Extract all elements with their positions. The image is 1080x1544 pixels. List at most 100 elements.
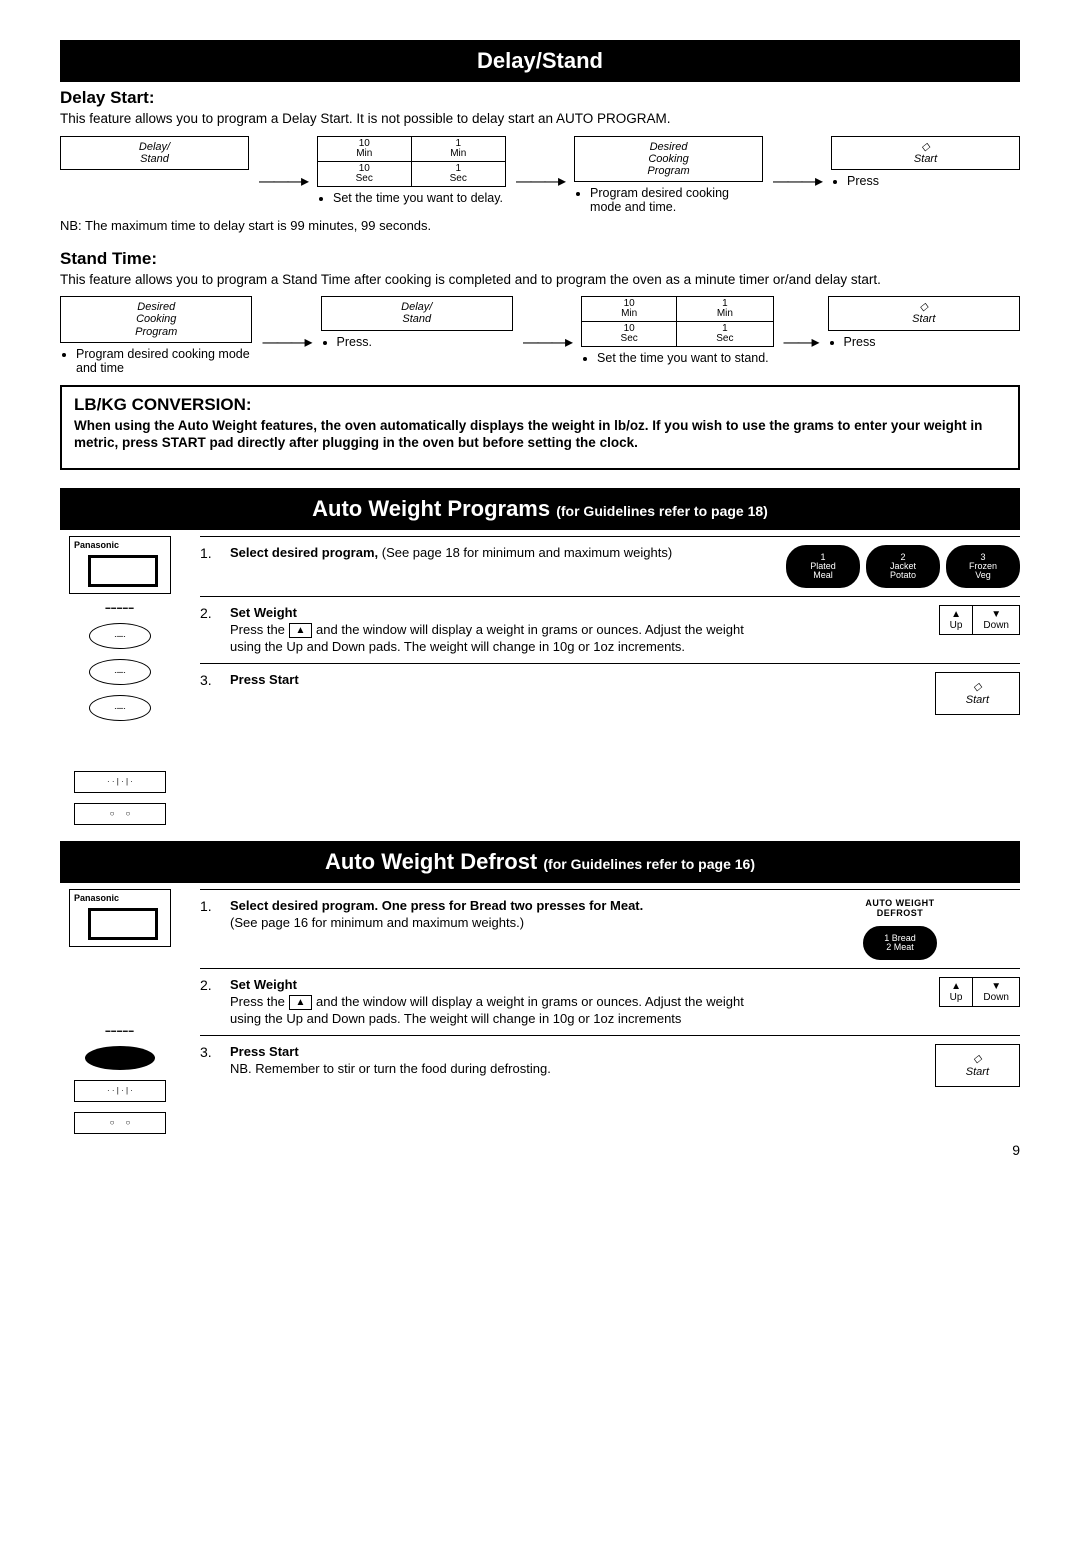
down-pad[interactable]: ▼ Down — [973, 978, 1019, 1006]
arrow-icon: ———▸ — [259, 159, 307, 191]
step3-title: Press Start — [230, 672, 299, 687]
step-number: 2. — [200, 977, 218, 993]
program-pill-jacket-potato[interactable]: 2 Jacket Potato — [866, 545, 940, 588]
step2-title: Set Weight — [230, 605, 297, 620]
start-button[interactable]: ◇Start — [831, 136, 1020, 170]
up-inline-icon: ▲ — [289, 623, 313, 638]
band-awp: Auto Weight Programs (for Guidelines ref… — [60, 488, 1020, 530]
step1-title: Select desired program, — [230, 545, 378, 560]
oval-button-icon: ·─· — [89, 695, 151, 721]
step-number: 2. — [200, 605, 218, 621]
page-number: 9 — [60, 1142, 1020, 1158]
oven-panel-illustration: Panasonic ━━━━━ · · | · | · ○ ○ — [60, 889, 180, 1134]
arrow-icon: ———▸ — [262, 320, 310, 352]
caption-press: Press. — [321, 335, 513, 349]
panel-display: Panasonic — [69, 536, 171, 594]
down-pad[interactable]: ▼ Down — [973, 606, 1019, 634]
program-pill-frozen-veg[interactable]: 3 Frozen Veg — [946, 545, 1020, 588]
caption-press: Press — [831, 174, 1020, 188]
lbkg-box: LB/KG CONVERSION: When using the Auto We… — [60, 385, 1020, 470]
awd-section: Panasonic ━━━━━ · · | · | · ○ ○ 1. Selec… — [60, 889, 1020, 1134]
caption-set-time: Set the time you want to stand. — [581, 351, 773, 365]
oval-button-icon: ·─· — [89, 623, 151, 649]
time-1min[interactable]: 1 Min — [412, 137, 506, 162]
start-button[interactable]: ◇ Start — [935, 672, 1020, 714]
up-down-pad[interactable]: ▲ Up ▼ Down — [939, 605, 1020, 635]
stand-time-text: This feature allows you to program a Sta… — [60, 271, 1020, 289]
mini-box-icon: ○ ○ — [74, 803, 166, 825]
program-pill-plated-meal[interactable]: 1 Plated Meal — [786, 545, 860, 588]
step1-title: Select desired program. One press for Br… — [230, 898, 643, 913]
time-1min[interactable]: 1 Min — [677, 297, 772, 322]
caption-set-time: Set the time you want to delay. — [317, 191, 506, 205]
band-awd: Auto Weight Defrost (for Guidelines refe… — [60, 841, 1020, 883]
step3-nb: NB. Remember to stir or turn the food du… — [230, 1061, 551, 1076]
delay-start-flow: Delay/ Stand ———▸ 10 Min 1 Min 10 Sec 1 … — [60, 136, 1020, 214]
delay-stand-button[interactable]: Delay/ Stand — [321, 296, 513, 330]
mini-box-icon: · · | · | · — [74, 1080, 166, 1102]
band-delay-stand: Delay/Stand — [60, 40, 1020, 82]
screen-icon — [88, 908, 158, 940]
stand-time-title: Stand Time: — [60, 249, 1020, 269]
divider-text: ━━━━━ — [105, 1027, 134, 1036]
oval-button-icon: ·─· — [89, 659, 151, 685]
step-number: 3. — [200, 672, 218, 688]
up-pad[interactable]: ▲ Up — [940, 978, 974, 1006]
lbkg-text: When using the Auto Weight features, the… — [74, 417, 1006, 452]
step2-text-a: Press the — [230, 622, 289, 637]
time-1sec[interactable]: 1 Sec — [677, 322, 772, 346]
caption-program: Program desired cooking mode and time. — [574, 186, 763, 214]
start-button[interactable]: ◇ Start — [935, 1044, 1020, 1086]
time-10min[interactable]: 10 Min — [582, 297, 677, 322]
mini-box-icon: ○ ○ — [74, 1112, 166, 1134]
desired-program-box: Desired Cooking Program — [574, 136, 763, 182]
time-10sec[interactable]: 10 Sec — [582, 322, 677, 346]
divider-text: ━━━━━ — [105, 604, 134, 613]
screen-icon — [88, 555, 158, 587]
time-1sec[interactable]: 1 Sec — [412, 162, 506, 186]
desired-program-box: Desired Cooking Program — [60, 296, 252, 342]
delay-note: NB: The maximum time to delay start is 9… — [60, 218, 1020, 233]
time-pad[interactable]: 10 Min 1 Min 10 Sec 1 Sec — [581, 296, 773, 347]
awp-step-3: 3. Press Start ◇ Start — [200, 663, 1020, 722]
up-down-pad[interactable]: ▲ Up ▼ Down — [939, 977, 1020, 1007]
awp-step-1: 1. Select desired program, (See page 18 … — [200, 536, 1020, 596]
program-pill-defrost[interactable]: 1 Bread 2 Meat — [863, 926, 937, 960]
panel-display: Panasonic — [69, 889, 171, 947]
arrow-icon: ———▸ — [516, 159, 564, 191]
time-pad[interactable]: 10 Min 1 Min 10 Sec 1 Sec — [317, 136, 506, 187]
up-inline-icon: ▲ — [289, 995, 313, 1010]
step1-text: (See page 16 for minimum and maximum wei… — [230, 915, 524, 930]
awp-step-2: 2. Set Weight Press the ▲ and the window… — [200, 596, 1020, 664]
caption-press: Press — [828, 335, 1020, 349]
arrow-icon: ——▸ — [784, 320, 818, 352]
defrost-heading: AUTO WEIGHT DEFROST — [865, 898, 934, 918]
arrow-icon: ———▸ — [523, 320, 571, 352]
awd-step-2: 2. Set Weight Press the ▲ and the window… — [200, 968, 1020, 1036]
start-button[interactable]: ◇Start — [828, 296, 1020, 330]
brand-label: Panasonic — [74, 893, 119, 903]
lbkg-title: LB/KG CONVERSION: — [74, 395, 1006, 415]
step2-text-a: Press the — [230, 994, 289, 1009]
step1-text: (See page 18 for minimum and maximum wei… — [378, 545, 672, 560]
delay-start-title: Delay Start: — [60, 88, 1020, 108]
caption-program: Program desired cooking mode and time — [60, 347, 252, 375]
time-10min[interactable]: 10 Min — [318, 137, 411, 162]
step-number: 3. — [200, 1044, 218, 1060]
oven-panel-illustration: Panasonic ━━━━━ ·─· ·─· ·─· · · | · | · … — [60, 536, 180, 825]
awd-step-1: 1. Select desired program. One press for… — [200, 889, 1020, 968]
awd-step-3: 3. Press Start NB. Remember to stir or t… — [200, 1035, 1020, 1094]
up-pad[interactable]: ▲ Up — [940, 606, 974, 634]
mini-box-icon: · · | · | · — [74, 771, 166, 793]
step-number: 1. — [200, 545, 218, 561]
time-10sec[interactable]: 10 Sec — [318, 162, 411, 186]
step2-title: Set Weight — [230, 977, 297, 992]
awp-section: Panasonic ━━━━━ ·─· ·─· ·─· · · | · | · … — [60, 536, 1020, 825]
step3-title: Press Start — [230, 1044, 299, 1059]
arrow-icon: ———▸ — [773, 159, 821, 191]
stand-time-flow: Desired Cooking Program Program desired … — [60, 296, 1020, 374]
delay-start-text: This feature allows you to program a Del… — [60, 110, 1020, 128]
step-number: 1. — [200, 898, 218, 914]
black-oval-icon — [85, 1046, 155, 1070]
delay-stand-button[interactable]: Delay/ Stand — [60, 136, 249, 170]
